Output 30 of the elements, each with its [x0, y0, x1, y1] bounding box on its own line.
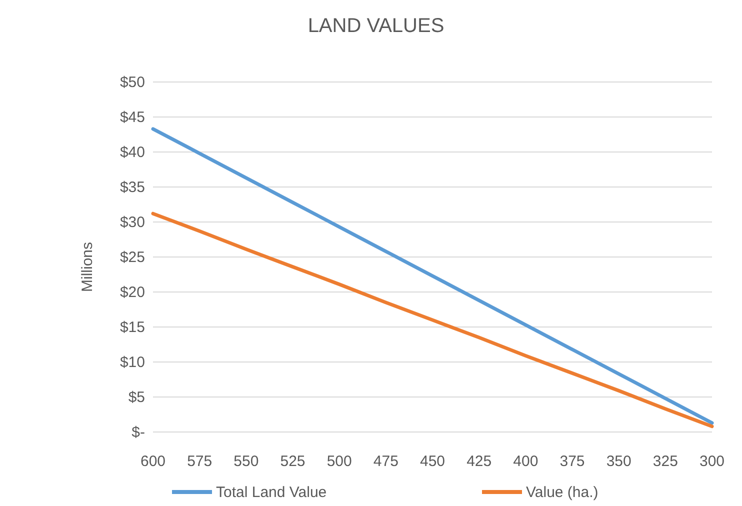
chart-title: LAND VALUES — [308, 15, 444, 37]
x-tick-label: 475 — [373, 453, 398, 470]
x-tick-label: 600 — [140, 453, 166, 470]
y-tick-label: $10 — [120, 354, 145, 371]
x-tick-label: 500 — [326, 453, 352, 470]
x-tick-label: 425 — [466, 453, 492, 470]
x-tick-label: 550 — [234, 453, 259, 470]
y-tick-label: $20 — [120, 284, 145, 301]
x-tick-label: 375 — [560, 453, 585, 470]
x-tick-label: 300 — [699, 453, 725, 470]
line-series — [151, 127, 714, 425]
y-axis-title: Millions — [79, 242, 96, 292]
y-tick-label: $- — [132, 424, 145, 441]
x-tick-label: 525 — [280, 453, 306, 470]
x-tick-label: 450 — [420, 453, 446, 470]
y-tick-label: $45 — [120, 109, 145, 126]
y-tick-label: $50 — [120, 74, 145, 91]
y-tick-label: $35 — [120, 179, 145, 196]
legend-label: Value (ha.) — [526, 484, 598, 501]
y-tick-label: $15 — [120, 319, 145, 336]
legend-label: Total Land Value — [216, 484, 327, 501]
line-series — [151, 212, 714, 428]
x-tick-label: 325 — [652, 453, 678, 470]
y-tick-label: $40 — [120, 144, 145, 161]
x-tick-label: 575 — [187, 453, 212, 470]
y-tick-label: $30 — [120, 214, 145, 231]
y-tick-label: $25 — [120, 249, 145, 266]
x-tick-label: 400 — [513, 453, 538, 470]
x-tick-label: 350 — [606, 453, 632, 470]
y-tick-label: $5 — [128, 389, 145, 406]
